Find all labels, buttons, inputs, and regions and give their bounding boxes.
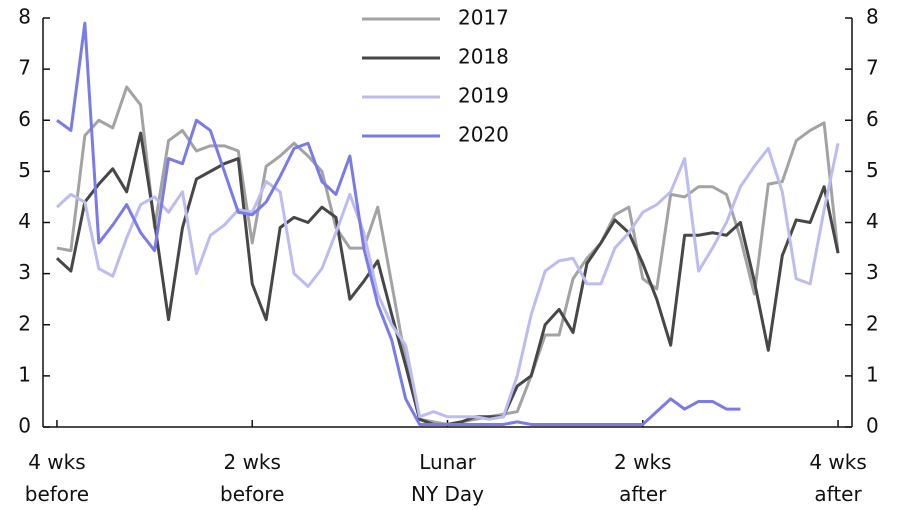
legend-label: 2020 bbox=[458, 123, 509, 147]
y-tick-label: 1 bbox=[18, 362, 31, 386]
series-line bbox=[56, 21, 741, 426]
legend-label: 2018 bbox=[458, 45, 509, 69]
y2-tick-label: 4 bbox=[866, 209, 879, 233]
y2-tick-label: 3 bbox=[866, 260, 879, 284]
y-tick-label: 2 bbox=[18, 311, 31, 335]
y2-tick-label: 6 bbox=[866, 107, 879, 131]
x-tick-label: Lunar NY Day bbox=[410, 450, 485, 506]
y-tick-label: 5 bbox=[18, 158, 31, 182]
x-tick-label: 2 wks after bbox=[614, 450, 672, 506]
series-line bbox=[56, 85, 840, 426]
y-tick-label: 4 bbox=[18, 209, 31, 233]
y2-tick-label: 1 bbox=[866, 362, 879, 386]
legend-label: 2017 bbox=[458, 6, 509, 30]
y2-tick-label: 7 bbox=[866, 56, 879, 80]
y-tick-label: 3 bbox=[18, 260, 31, 284]
legend-label: 2019 bbox=[458, 84, 509, 108]
x-tick-label: 4 wks before bbox=[24, 450, 90, 506]
y-tick-label: 7 bbox=[18, 56, 31, 80]
x-tick-label: 2 wks before bbox=[220, 450, 285, 506]
series-line bbox=[55, 142, 840, 421]
y-tick-label: 6 bbox=[18, 107, 31, 131]
y2-tick-label: 8 bbox=[866, 5, 879, 29]
y-tick-label: 0 bbox=[18, 414, 31, 438]
y-tick-label: 8 bbox=[18, 5, 31, 29]
y2-tick-label: 0 bbox=[866, 414, 879, 438]
x-tick-label: 4 wks after bbox=[809, 450, 867, 506]
y2-tick-label: 2 bbox=[866, 311, 879, 335]
series-line bbox=[55, 131, 840, 426]
y2-tick-label: 5 bbox=[866, 158, 879, 182]
